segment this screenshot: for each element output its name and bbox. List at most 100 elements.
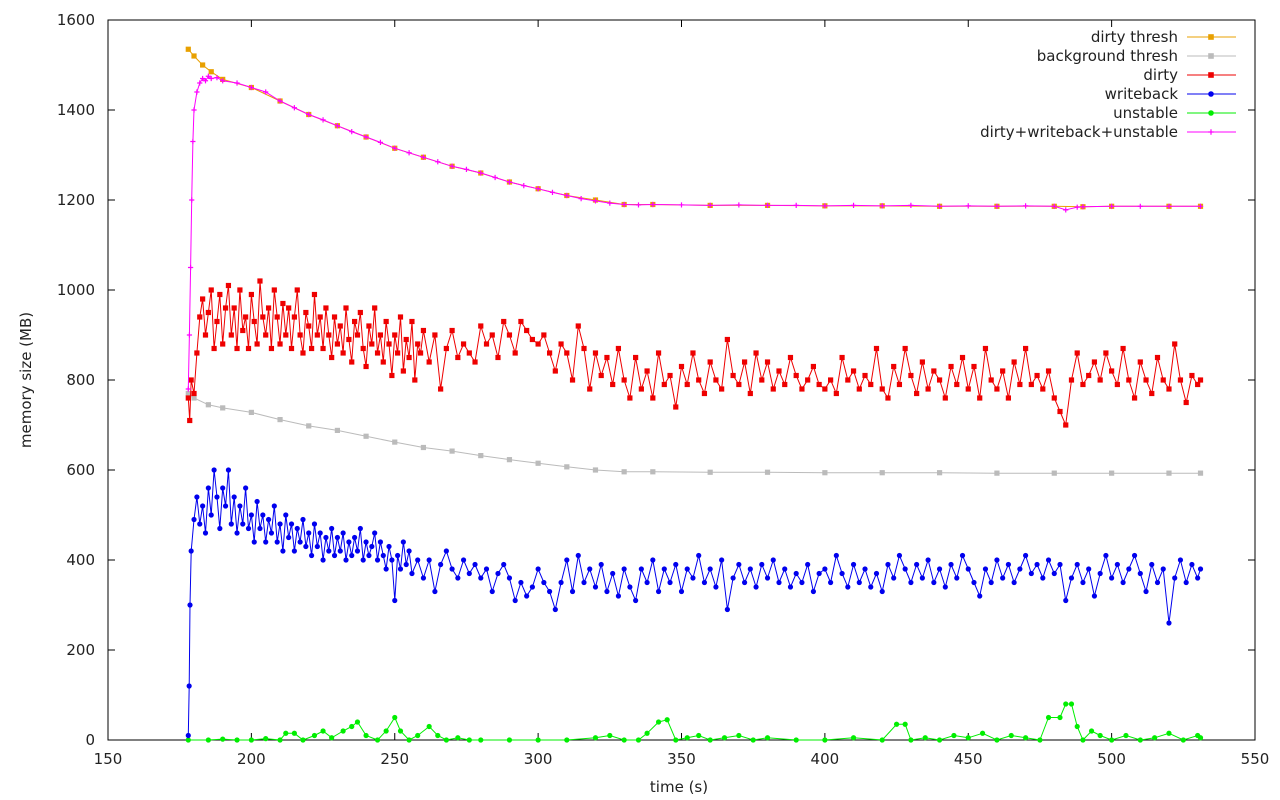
- legend-swatch-marker: [1208, 72, 1214, 78]
- data-point: [1172, 575, 1178, 581]
- data-point: [994, 557, 1000, 563]
- data-point: [208, 69, 214, 75]
- data-point: [713, 584, 719, 590]
- data-point: [535, 737, 541, 743]
- data-point: [360, 345, 366, 352]
- data-point: [283, 332, 289, 338]
- data-point: [306, 423, 312, 429]
- data-point: [277, 98, 283, 104]
- data-point: [383, 728, 389, 734]
- data-point: [873, 345, 880, 352]
- data-point: [363, 134, 369, 140]
- data-point: [265, 305, 272, 311]
- data-point: [936, 566, 943, 572]
- data-point: [214, 75, 220, 81]
- data-point: [1057, 714, 1063, 721]
- data-point: [965, 386, 971, 392]
- data-point: [346, 539, 352, 545]
- data-point: [1034, 561, 1040, 568]
- data-point: [753, 584, 759, 590]
- data-point: [535, 566, 541, 572]
- data-point: [833, 390, 839, 397]
- data-point: [1143, 588, 1149, 595]
- data-point: [764, 202, 771, 208]
- data-point: [822, 470, 828, 476]
- data-point: [741, 579, 748, 586]
- data-point: [1166, 730, 1172, 736]
- data-point: [1177, 377, 1184, 383]
- data-point: [607, 200, 613, 206]
- data-point: [1149, 561, 1155, 568]
- data-point: [1160, 377, 1166, 383]
- data-point: [248, 291, 254, 298]
- data-point: [188, 377, 194, 383]
- data-point: [260, 512, 266, 518]
- data-point: [188, 548, 194, 554]
- data-point: [822, 737, 828, 743]
- data-point: [263, 89, 269, 95]
- x-tick-label: 350: [667, 750, 696, 768]
- data-point: [251, 539, 257, 545]
- data-point: [655, 588, 662, 595]
- data-point: [389, 372, 395, 379]
- data-point: [277, 341, 283, 347]
- data-point: [1166, 203, 1172, 209]
- data-point: [839, 354, 845, 361]
- data-point: [575, 552, 581, 559]
- data-point: [329, 525, 335, 532]
- data-point: [343, 557, 349, 563]
- data-point: [1051, 570, 1057, 577]
- data-point: [354, 719, 361, 725]
- data-point: [197, 80, 203, 86]
- data-point: [297, 332, 303, 338]
- legend-label: unstable: [1113, 104, 1178, 122]
- data-point: [208, 287, 214, 293]
- data-point: [443, 345, 449, 352]
- data-point: [610, 381, 616, 388]
- data-point: [879, 386, 885, 392]
- data-point: [828, 377, 834, 383]
- data-point: [919, 575, 925, 581]
- data-point: [228, 332, 234, 338]
- data-point: [931, 579, 937, 586]
- data-point: [1154, 579, 1161, 586]
- data-point: [374, 557, 381, 563]
- data-point: [263, 539, 269, 545]
- data-point: [564, 557, 570, 563]
- data-point: [535, 460, 541, 466]
- data-point: [535, 341, 541, 347]
- data-point: [472, 561, 478, 568]
- data-point: [311, 291, 318, 298]
- data-point: [426, 557, 432, 563]
- data-point: [1023, 203, 1029, 209]
- data-point: [372, 530, 378, 536]
- x-tick-label: 550: [1241, 750, 1270, 768]
- data-point: [435, 159, 441, 165]
- data-point: [977, 593, 983, 599]
- data-point: [1008, 732, 1014, 739]
- data-point: [971, 363, 977, 370]
- data-point: [994, 386, 1000, 392]
- data-point: [501, 561, 507, 568]
- x-tick-label: 300: [524, 750, 553, 768]
- data-point: [357, 309, 363, 316]
- data-point: [868, 381, 874, 388]
- series-line: [187, 280, 1201, 427]
- series-line: [187, 393, 1201, 474]
- data-point: [936, 737, 943, 743]
- data-point: [1091, 593, 1098, 599]
- data-point: [191, 390, 197, 397]
- data-point: [635, 737, 642, 743]
- data-point: [598, 372, 604, 379]
- data-point: [633, 597, 639, 604]
- data-point: [994, 470, 1000, 476]
- y-tick-label: 0: [85, 731, 95, 749]
- data-point: [850, 561, 857, 568]
- data-point: [208, 75, 214, 82]
- data-point: [707, 359, 713, 365]
- data-point: [277, 417, 283, 423]
- data-point: [1000, 575, 1006, 581]
- data-point: [383, 566, 389, 572]
- data-point: [678, 588, 685, 595]
